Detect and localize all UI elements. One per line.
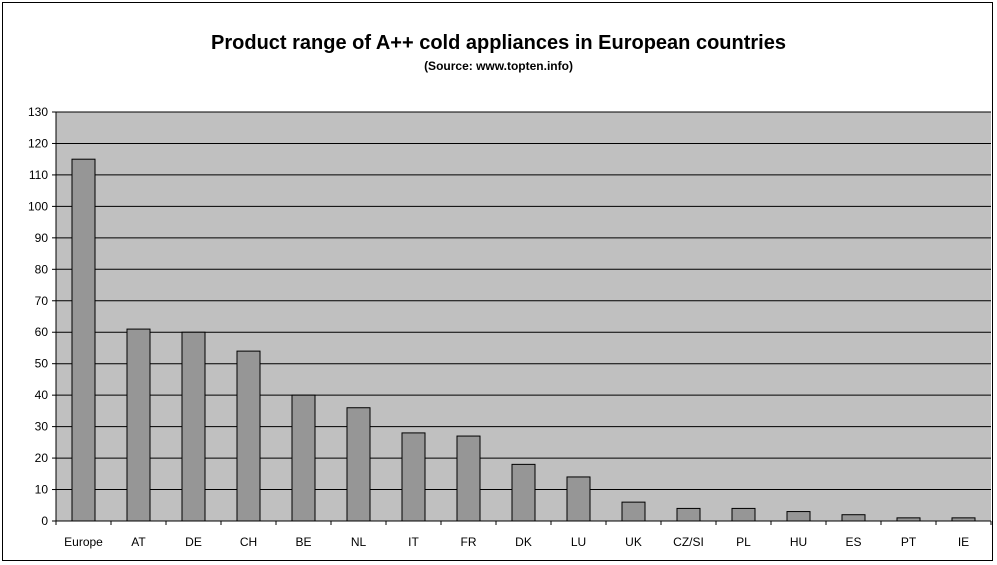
x-tick-label: AT: [131, 535, 146, 549]
bars: [71, 158, 976, 522]
y-tick-label: 60: [35, 325, 49, 339]
y-tick-label: 0: [41, 514, 48, 528]
x-tick-labels: Europe AT DE CH BE NL IT FR DK LU UK CZ/SI PL HU ES PT I…: [55, 521, 992, 549]
x-tick-label: Europe: [64, 535, 103, 549]
x-tick-label: CH: [240, 535, 257, 549]
y-tick-label: 80: [35, 262, 49, 276]
x-tick-label: ES: [845, 535, 861, 549]
bar-cz-si: [676, 507, 701, 522]
y-tick-label: 50: [35, 357, 49, 371]
x-tick-label: DK: [515, 535, 532, 549]
bar-at: [126, 328, 151, 522]
x-tick-label: DE: [185, 535, 202, 549]
y-tick-label: 130: [28, 105, 48, 119]
y-tick-label: 10: [35, 483, 49, 497]
bar-es: [841, 514, 866, 522]
y-tick-label: 30: [35, 420, 49, 434]
x-tick-label: IT: [408, 535, 419, 549]
x-tick-label: HU: [790, 535, 807, 549]
bar-ch: [236, 350, 261, 522]
y-tick-label: 20: [35, 451, 49, 465]
x-tick-label: PT: [901, 535, 917, 549]
y-tick-labels: 0 10 20 30 40 50 60 70 80 90 100 110 120 130: [28, 105, 56, 528]
bar-be: [291, 394, 316, 522]
x-tick-label: FR: [461, 535, 477, 549]
x-tick-label: CZ/SI: [673, 535, 704, 549]
y-tick-label: 110: [29, 168, 48, 182]
x-tick-label: PL: [736, 535, 751, 549]
x-tick-label: NL: [351, 535, 367, 549]
plot-area: [56, 112, 991, 521]
bar-fr: [456, 435, 481, 522]
axes: [55, 112, 991, 522]
x-tick-label: IE: [958, 535, 969, 549]
bar-nl: [346, 407, 371, 522]
bar-pl: [731, 507, 756, 522]
bar-dk: [511, 463, 536, 522]
bar-it: [401, 432, 426, 522]
x-tick-label: BE: [295, 535, 311, 549]
y-tick-label: 40: [35, 388, 49, 402]
bar-uk: [621, 501, 646, 522]
bar-lu: [566, 476, 591, 522]
chart-subtitle: (Source: www.topten.info): [424, 59, 573, 73]
y-tick-label: 70: [35, 294, 49, 308]
y-tick-label: 90: [35, 231, 49, 245]
y-tick-label: 100: [28, 199, 48, 213]
x-tick-label: UK: [625, 535, 642, 549]
y-tick-label: 120: [28, 136, 48, 150]
chart-title: Product range of A++ cold appliances in …: [211, 32, 786, 54]
bar-europe: [71, 158, 96, 522]
bar-hu: [786, 511, 811, 522]
x-tick-label: LU: [571, 535, 586, 549]
bar-de: [181, 331, 206, 522]
